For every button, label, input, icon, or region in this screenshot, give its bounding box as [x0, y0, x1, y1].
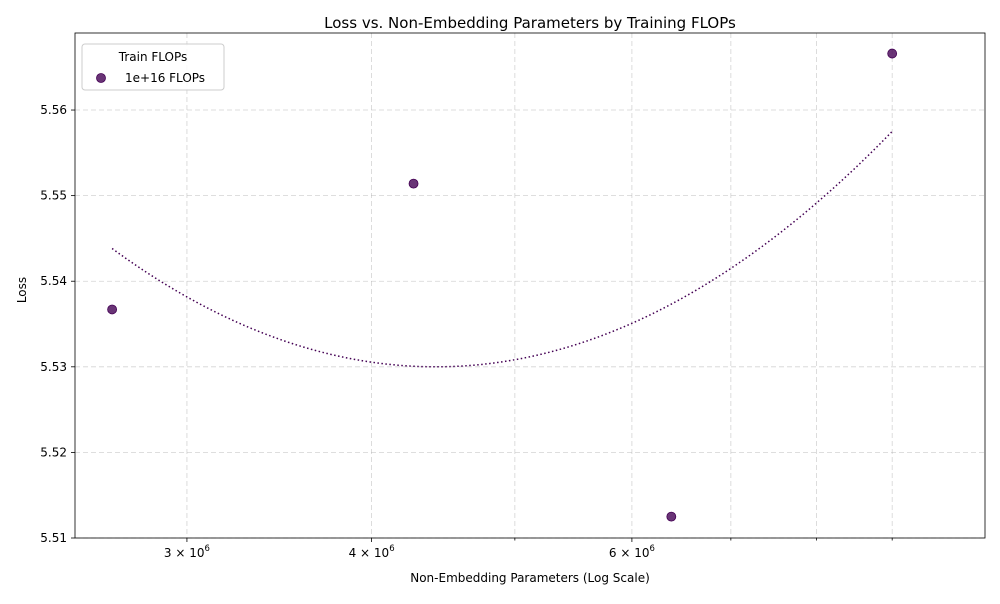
x-axis-ticks: 3 × 106 4 × 106 6 × 106	[164, 538, 893, 560]
fit-curve	[111, 130, 893, 368]
y-tick-label: 5.51	[40, 531, 67, 545]
data-point	[666, 511, 677, 522]
y-tick-label: 5.53	[40, 360, 67, 374]
legend-box	[81, 43, 225, 91]
legend: Train FLOPs 1e+16 FLOPs	[81, 43, 225, 91]
data-point	[408, 178, 419, 189]
plot-area-frame	[74, 32, 986, 539]
y-tick-label: 5.52	[40, 445, 67, 459]
legend-marker	[96, 73, 106, 83]
x-tick-label: 3 × 106	[164, 544, 210, 560]
x-tick-label: 4 × 106	[349, 544, 395, 560]
data-point	[887, 48, 898, 59]
chart-title: Loss vs. Non-Embedding Parameters by Tra…	[324, 14, 736, 32]
legend-entry-label: 1e+16 FLOPs	[125, 71, 205, 85]
legend-title: Train FLOPs	[118, 50, 188, 64]
grid	[75, 33, 985, 539]
data-point	[107, 304, 118, 315]
data-points	[107, 48, 898, 522]
y-axis-label: Loss	[15, 277, 29, 303]
y-tick-label: 5.56	[40, 103, 67, 117]
x-axis-label: Non-Embedding Parameters (Log Scale)	[410, 571, 650, 585]
y-tick-label: 5.54	[40, 274, 67, 288]
fit-curves	[111, 130, 893, 368]
y-tick-label: 5.55	[40, 189, 67, 203]
y-axis-ticks: 5.51 5.52 5.53 5.54 5.55 5.56	[40, 103, 75, 545]
x-tick-label: 6 × 106	[609, 544, 655, 560]
